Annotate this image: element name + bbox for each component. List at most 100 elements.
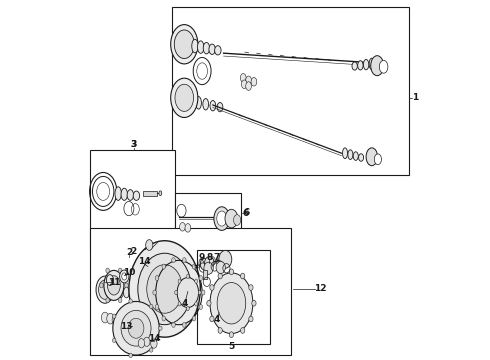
Ellipse shape: [203, 42, 210, 54]
Ellipse shape: [149, 348, 153, 352]
Text: 4: 4: [213, 315, 220, 324]
Text: 7: 7: [213, 253, 220, 262]
Text: 14: 14: [138, 257, 150, 266]
Ellipse shape: [128, 318, 144, 338]
Ellipse shape: [154, 289, 156, 293]
Ellipse shape: [199, 258, 205, 267]
Ellipse shape: [245, 82, 251, 90]
Ellipse shape: [210, 309, 213, 312]
Ellipse shape: [183, 323, 186, 327]
Ellipse shape: [127, 190, 134, 201]
Ellipse shape: [366, 148, 377, 166]
Bar: [143, 191, 157, 196]
Ellipse shape: [229, 269, 234, 275]
Bar: [175, 193, 242, 241]
Ellipse shape: [199, 276, 202, 280]
Ellipse shape: [144, 337, 150, 346]
Ellipse shape: [172, 258, 175, 263]
Text: 6: 6: [244, 208, 250, 217]
Ellipse shape: [241, 73, 246, 82]
Bar: [90, 228, 292, 355]
Ellipse shape: [219, 250, 232, 268]
Ellipse shape: [215, 299, 218, 303]
Bar: [172, 7, 409, 175]
Ellipse shape: [186, 306, 189, 311]
Ellipse shape: [249, 316, 253, 322]
Ellipse shape: [129, 241, 200, 337]
Ellipse shape: [207, 300, 211, 306]
Bar: [203, 270, 207, 279]
Ellipse shape: [123, 287, 129, 298]
Ellipse shape: [358, 61, 363, 70]
Bar: [197, 249, 270, 344]
Ellipse shape: [101, 312, 109, 323]
Ellipse shape: [153, 290, 156, 295]
Ellipse shape: [119, 298, 122, 303]
Ellipse shape: [112, 315, 119, 325]
Ellipse shape: [209, 256, 215, 266]
Ellipse shape: [241, 273, 245, 279]
Ellipse shape: [195, 279, 197, 283]
Ellipse shape: [121, 310, 151, 346]
Ellipse shape: [234, 215, 241, 225]
Text: 5: 5: [229, 342, 235, 351]
Ellipse shape: [217, 211, 227, 226]
Ellipse shape: [218, 273, 222, 279]
Ellipse shape: [162, 316, 166, 321]
Ellipse shape: [199, 305, 202, 310]
Ellipse shape: [120, 270, 129, 283]
Ellipse shape: [197, 63, 207, 79]
Ellipse shape: [155, 276, 159, 280]
Ellipse shape: [249, 285, 253, 291]
Text: 3: 3: [130, 140, 137, 149]
Ellipse shape: [251, 77, 257, 86]
Ellipse shape: [177, 278, 198, 307]
Ellipse shape: [225, 209, 238, 228]
Ellipse shape: [203, 99, 209, 110]
Ellipse shape: [189, 95, 194, 108]
Text: 6: 6: [243, 210, 249, 219]
Ellipse shape: [359, 154, 364, 161]
Text: 13: 13: [120, 322, 133, 331]
Ellipse shape: [215, 46, 221, 55]
Ellipse shape: [106, 268, 109, 273]
Text: 10: 10: [123, 268, 136, 277]
Ellipse shape: [197, 41, 204, 53]
Ellipse shape: [129, 353, 132, 357]
Ellipse shape: [107, 313, 114, 324]
Ellipse shape: [122, 273, 127, 280]
Ellipse shape: [174, 291, 177, 295]
Ellipse shape: [159, 326, 162, 330]
Ellipse shape: [214, 207, 230, 230]
Text: 8: 8: [206, 253, 212, 262]
Ellipse shape: [112, 314, 116, 318]
Text: 2: 2: [130, 247, 137, 256]
Ellipse shape: [147, 265, 182, 313]
Ellipse shape: [106, 298, 109, 303]
Ellipse shape: [353, 152, 358, 160]
Ellipse shape: [107, 285, 112, 296]
Ellipse shape: [183, 258, 186, 263]
Ellipse shape: [133, 191, 140, 201]
Text: 9: 9: [199, 253, 205, 262]
Ellipse shape: [159, 191, 162, 195]
Bar: [94, 257, 169, 330]
Text: 1: 1: [412, 93, 418, 102]
Text: 11: 11: [108, 278, 121, 287]
Ellipse shape: [352, 62, 357, 70]
Ellipse shape: [175, 84, 194, 111]
Ellipse shape: [241, 328, 245, 333]
Ellipse shape: [217, 283, 245, 324]
Ellipse shape: [215, 318, 218, 322]
Ellipse shape: [210, 316, 214, 322]
Ellipse shape: [192, 264, 196, 269]
Text: 12: 12: [314, 284, 326, 293]
Ellipse shape: [112, 338, 116, 342]
Ellipse shape: [213, 300, 227, 320]
Ellipse shape: [98, 280, 111, 299]
Ellipse shape: [172, 323, 175, 327]
Ellipse shape: [245, 76, 251, 85]
Ellipse shape: [219, 255, 225, 264]
Ellipse shape: [200, 258, 207, 270]
Ellipse shape: [180, 222, 185, 231]
